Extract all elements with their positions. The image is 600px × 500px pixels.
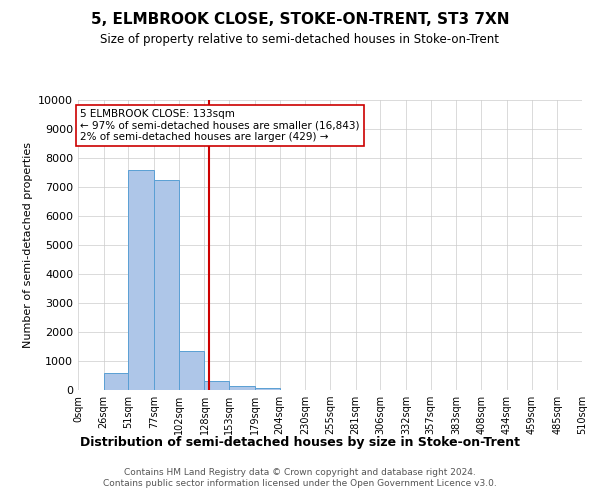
Text: Distribution of semi-detached houses by size in Stoke-on-Trent: Distribution of semi-detached houses by … [80,436,520,449]
Bar [255,388,280,390]
Bar [154,180,179,390]
Bar [128,170,154,390]
Text: Size of property relative to semi-detached houses in Stoke-on-Trent: Size of property relative to semi-detach… [101,32,499,46]
Text: 5 ELMBROOK CLOSE: 133sqm
← 97% of semi-detached houses are smaller (16,843)
2% o: 5 ELMBROOK CLOSE: 133sqm ← 97% of semi-d… [80,108,359,142]
Bar [179,351,205,390]
Bar [205,382,229,390]
Bar [229,386,255,390]
Text: 5, ELMBROOK CLOSE, STOKE-ON-TRENT, ST3 7XN: 5, ELMBROOK CLOSE, STOKE-ON-TRENT, ST3 7… [91,12,509,28]
Text: Contains HM Land Registry data © Crown copyright and database right 2024.
Contai: Contains HM Land Registry data © Crown c… [103,468,497,487]
Y-axis label: Number of semi-detached properties: Number of semi-detached properties [23,142,32,348]
Bar [104,372,128,390]
